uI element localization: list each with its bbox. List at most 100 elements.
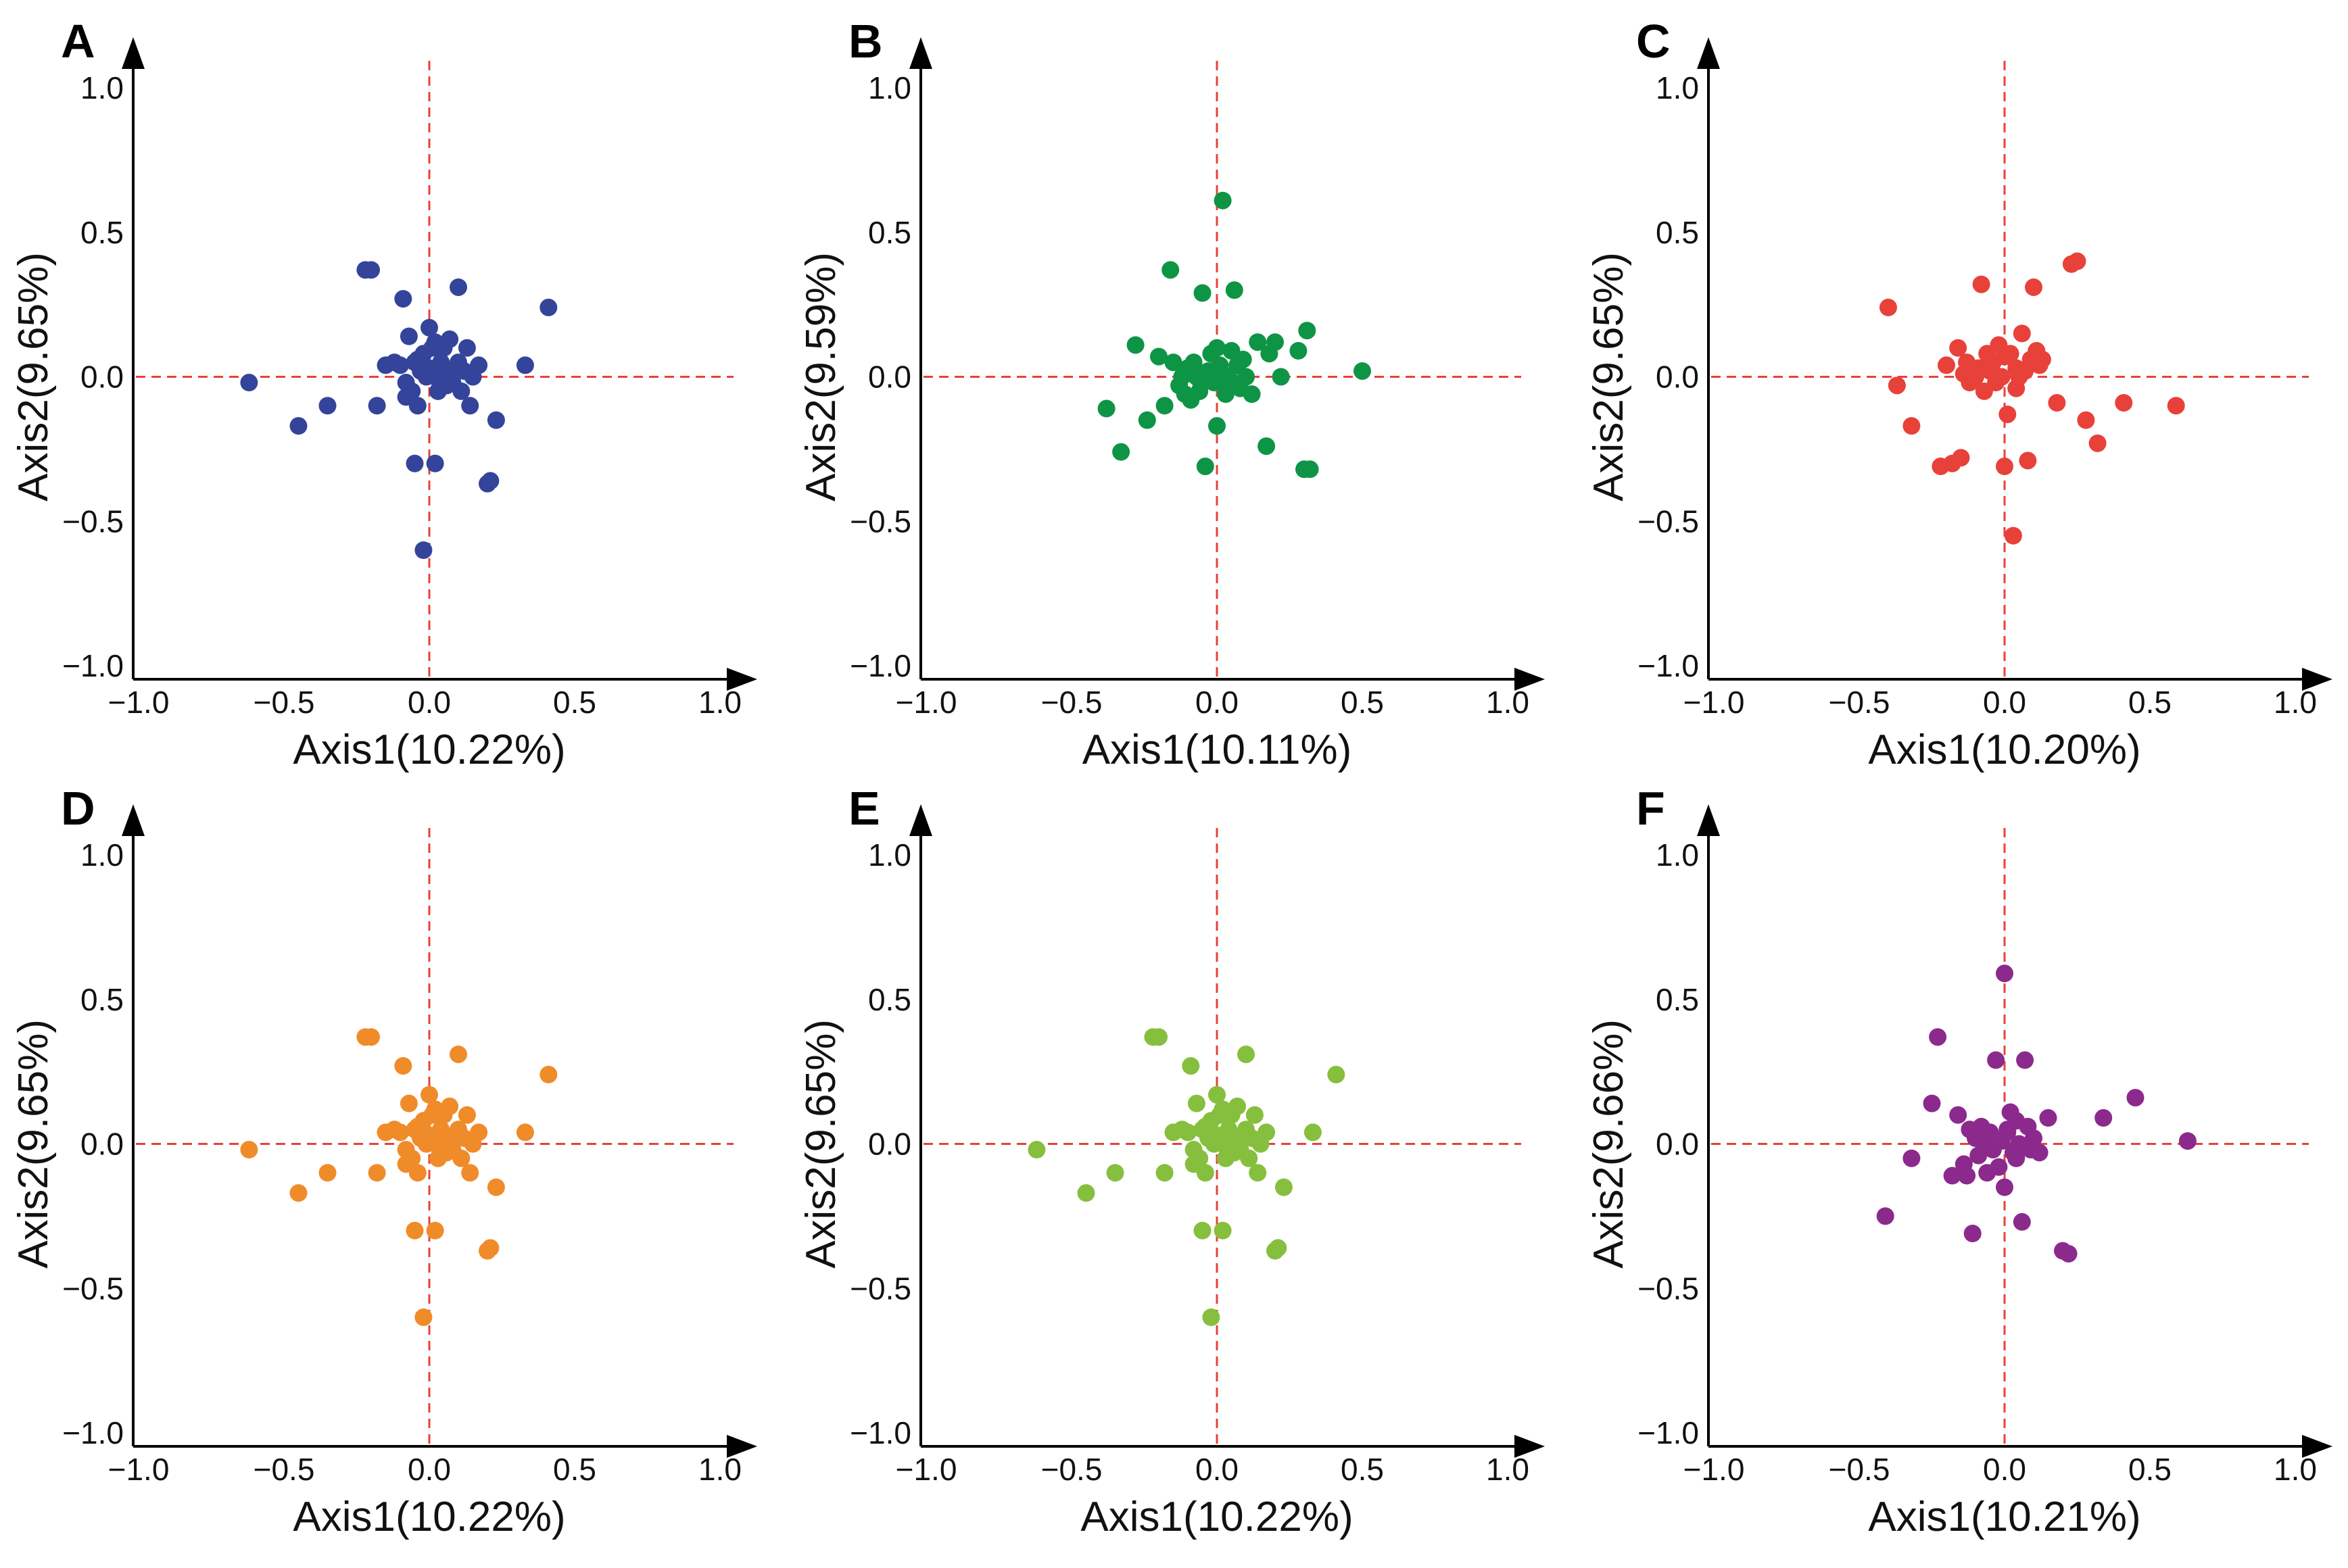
x-tick-label: 1.0 bbox=[1486, 1452, 1529, 1487]
data-point bbox=[1972, 275, 1990, 293]
data-point bbox=[406, 1221, 424, 1240]
data-point bbox=[452, 382, 471, 400]
x-axis-arrow-icon bbox=[1514, 1435, 1545, 1458]
data-point bbox=[2013, 324, 2031, 343]
data-point bbox=[421, 318, 438, 337]
data-point bbox=[408, 350, 427, 368]
data-point bbox=[406, 454, 424, 472]
x-axis-title: Axis1(10.11%) bbox=[1082, 727, 1352, 773]
data-point bbox=[1998, 406, 2017, 424]
data-point bbox=[1952, 449, 1970, 467]
y-tick-label: 0.0 bbox=[868, 360, 911, 395]
data-point bbox=[1184, 353, 1203, 372]
panel-letter: B bbox=[848, 15, 883, 68]
data-point bbox=[1949, 339, 1967, 357]
data-point bbox=[1196, 458, 1214, 476]
x-tick-label: 0.5 bbox=[553, 1452, 596, 1487]
data-point bbox=[458, 339, 476, 357]
data-point bbox=[1161, 261, 1180, 279]
panel-letter: C bbox=[1636, 15, 1671, 68]
y-tick-label: −1.0 bbox=[62, 648, 124, 683]
data-point bbox=[1943, 1167, 1961, 1185]
y-tick-label: −1.0 bbox=[1637, 1415, 1699, 1450]
data-point bbox=[2016, 1051, 2034, 1069]
data-point bbox=[362, 261, 380, 279]
data-point bbox=[2030, 1144, 2048, 1162]
panel-b: B −1.0 −0.5 0.0 0.5 1.0 1.0 0.5 0.0 −0.5 −1.0 Axis1… bbox=[798, 15, 1545, 773]
y-tick-label: 1.0 bbox=[868, 70, 911, 105]
x-tick-label: 0.5 bbox=[1341, 1452, 1384, 1487]
data-point bbox=[368, 1164, 386, 1182]
y-tick-label: 0.5 bbox=[1656, 982, 1699, 1017]
y-tick-label: 0.0 bbox=[1656, 1127, 1699, 1162]
data-point bbox=[2001, 345, 2019, 363]
data-point bbox=[1257, 1123, 1276, 1142]
data-point bbox=[441, 1097, 459, 1115]
x-tick-label: 1.0 bbox=[698, 1452, 742, 1487]
data-point bbox=[1202, 1308, 1220, 1326]
data-point bbox=[1077, 1184, 1095, 1202]
data-point bbox=[1214, 1100, 1232, 1119]
y-tick-label: −0.5 bbox=[62, 504, 124, 539]
x-tick-label: −1.0 bbox=[896, 685, 957, 720]
data-point bbox=[1298, 322, 1316, 340]
x-tick-label: 0.0 bbox=[1195, 1452, 1239, 1487]
data-point bbox=[1193, 284, 1212, 302]
data-point bbox=[1182, 1057, 1200, 1075]
data-point bbox=[516, 356, 534, 374]
x-axis-arrow-icon bbox=[727, 668, 757, 691]
x-axis-title: Axis1(10.22%) bbox=[1080, 1494, 1353, 1540]
data-point bbox=[1963, 1225, 1982, 1243]
data-point bbox=[1214, 1221, 1232, 1240]
data-point bbox=[1949, 1106, 1967, 1124]
x-tick-label: −0.5 bbox=[254, 1452, 315, 1487]
y-tick-label: 0.5 bbox=[1656, 215, 1699, 250]
x-tick-label: 0.0 bbox=[1983, 1452, 2026, 1487]
data-point bbox=[1228, 356, 1247, 374]
data-point bbox=[2048, 393, 2066, 412]
data-point bbox=[1225, 281, 1243, 299]
data-point bbox=[1353, 362, 1371, 380]
x-tick-label: 1.0 bbox=[1486, 685, 1529, 720]
data-point bbox=[1237, 1045, 1255, 1063]
data-point bbox=[2019, 451, 2037, 470]
data-point bbox=[2013, 1212, 2031, 1231]
data-point bbox=[426, 454, 444, 472]
y-tick-label: 1.0 bbox=[1656, 70, 1699, 105]
x-tick-label: −1.0 bbox=[108, 685, 170, 720]
data-point bbox=[1164, 353, 1182, 372]
panel-letter: E bbox=[848, 782, 880, 835]
y-tick-label: −1.0 bbox=[1637, 648, 1699, 683]
x-tick-label: −0.5 bbox=[1829, 685, 1890, 720]
y-axis-arrow-icon bbox=[1697, 804, 1720, 836]
data-point bbox=[458, 1106, 476, 1124]
data-point bbox=[2059, 1244, 2078, 1263]
x-tick-label: 1.0 bbox=[698, 685, 742, 720]
data-point bbox=[368, 397, 386, 415]
data-point bbox=[1191, 370, 1209, 389]
data-point bbox=[540, 1065, 558, 1083]
data-point bbox=[2025, 1129, 2042, 1147]
y-tick-label: 1.0 bbox=[80, 70, 124, 105]
x-axis-title: Axis1(10.22%) bbox=[293, 727, 565, 773]
data-point bbox=[1208, 339, 1226, 357]
data-point bbox=[1184, 1155, 1203, 1173]
data-point bbox=[2039, 1109, 2057, 1127]
x-tick-label: −1.0 bbox=[1683, 685, 1745, 720]
data-point bbox=[2077, 411, 2095, 429]
data-point bbox=[1138, 411, 1156, 429]
data-point bbox=[470, 1123, 488, 1142]
x-tick-label: −0.5 bbox=[254, 685, 315, 720]
data-point bbox=[1208, 417, 1226, 435]
panel-e: E −1.0 −0.5 0.0 0.5 1.0 1.0 0.5 0.0 −0.5 −1.0 Axis1… bbox=[798, 782, 1545, 1540]
data-point bbox=[1327, 1065, 1345, 1083]
y-axis-arrow-icon bbox=[1697, 37, 1720, 69]
x-axis-title: Axis1(10.20%) bbox=[1868, 727, 2140, 773]
data-point bbox=[441, 330, 459, 348]
data-point bbox=[1179, 1123, 1197, 1142]
y-axis-title: Axis2(9.65%) bbox=[10, 1019, 57, 1269]
y-axis-title: Axis2(9.65%) bbox=[10, 252, 57, 501]
data-point bbox=[1126, 336, 1145, 354]
data-point bbox=[487, 411, 505, 429]
data-point bbox=[2126, 1089, 2145, 1107]
